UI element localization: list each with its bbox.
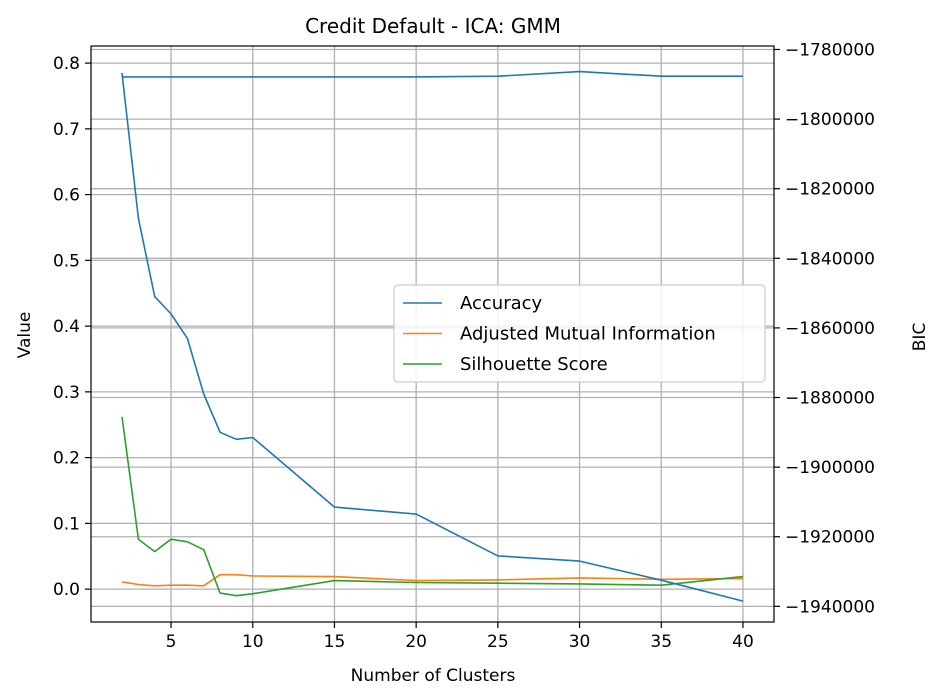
x-tick-label: 35 — [650, 632, 672, 652]
y2-tick-label: −1920000 — [785, 528, 875, 548]
y2-tick-label: −1840000 — [785, 249, 875, 269]
plot-frame — [90, 45, 775, 623]
series-line-accuracy — [122, 70, 743, 78]
x-tick-label: 25 — [487, 632, 509, 652]
y2-tick-label: −1780000 — [785, 40, 875, 60]
legend-entry: Adjusted Mutual Information — [460, 324, 716, 345]
chart-title: Credit Default - ICA: GMM — [305, 14, 561, 38]
y-tick-label: 0.0 — [53, 580, 80, 600]
x-tick-label: 20 — [405, 632, 427, 652]
y-tick-label: 0.3 — [53, 383, 80, 403]
y2-tick-label: −1940000 — [785, 597, 875, 617]
legend-box — [393, 284, 766, 383]
y2-tick-label: −1800000 — [785, 110, 875, 130]
legend: Accuracy Adjusted Mutual Information Silho… — [393, 284, 766, 383]
plot-area — [121, 70, 744, 602]
y2-tick-label: −1880000 — [785, 389, 875, 409]
y-tick-label: 0.8 — [53, 54, 80, 74]
y-axis-left: 0.0 0.1 0.2 0.3 0.4 0.5 0.6 0.7 0.8 — [53, 54, 91, 600]
x-axis: 5 10 15 20 25 30 35 40 — [166, 622, 754, 652]
series-line-bic — [121, 73, 744, 602]
y2-tick-label: −1900000 — [785, 458, 875, 478]
x-tick-label: 10 — [242, 632, 264, 652]
x-axis-title: Number of Clusters — [351, 666, 516, 686]
y2-tick-label: −1820000 — [785, 180, 875, 200]
y-axis-right: −1780000 −1800000 −1820000 −1840000 −1860000… — [774, 40, 875, 617]
series-line-adjusted-mutual-information — [121, 573, 744, 587]
x-tick-label: 40 — [732, 632, 754, 652]
y2-tick-label: −1860000 — [785, 319, 875, 339]
y2-axis-title: BIC — [910, 323, 930, 352]
legend-entry: Silhouette Score — [460, 354, 608, 375]
y-tick-label: 0.4 — [53, 317, 80, 337]
y-tick-label: 0.6 — [53, 186, 80, 206]
x-tick-label: 30 — [569, 632, 591, 652]
x-tick-label: 5 — [166, 632, 177, 652]
series-line-silhouette-score — [121, 416, 744, 597]
y-axis-title: Value — [15, 312, 35, 359]
y-tick-label: 0.2 — [53, 449, 80, 469]
y-tick-label: 0.7 — [53, 120, 80, 140]
y-tick-label: 0.1 — [53, 514, 80, 534]
y-tick-label: 0.5 — [53, 251, 80, 271]
legend-entry: Accuracy — [460, 293, 543, 314]
x-tick-label: 15 — [324, 632, 346, 652]
